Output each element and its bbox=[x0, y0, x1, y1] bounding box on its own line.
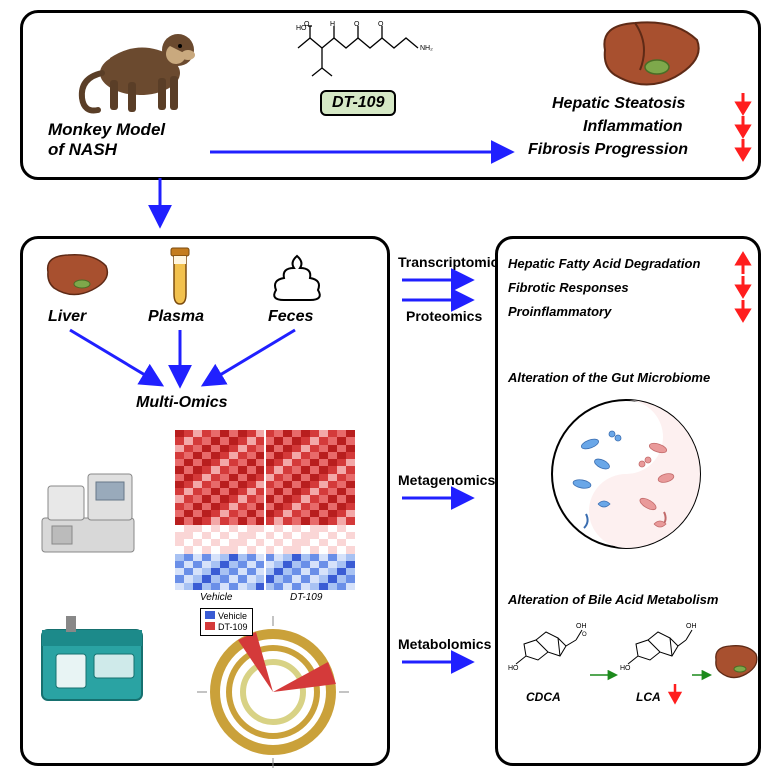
heatmap bbox=[175, 430, 355, 590]
tp-2: Proinflammatory bbox=[508, 304, 611, 319]
sample-feces-label: Feces bbox=[268, 308, 313, 326]
liver-large-icon bbox=[595, 15, 705, 90]
monkey-icon bbox=[70, 18, 210, 118]
outcome-2: Fibrosis Progression bbox=[528, 141, 688, 159]
bile-title: Alteration of Bile Acid Metabolism bbox=[508, 592, 718, 607]
sample-plasma-label: Plasma bbox=[148, 308, 204, 326]
metabolomics-label: Metabolomics bbox=[398, 636, 491, 652]
liver-tiny-icon bbox=[712, 642, 760, 682]
circos-legend-0: Vehicle bbox=[218, 611, 247, 621]
lca-structure-icon: HO OH bbox=[620, 618, 698, 684]
arrow-trans bbox=[402, 272, 482, 288]
top-flow-arrow bbox=[210, 140, 530, 164]
outcome-arrow-0 bbox=[735, 93, 751, 115]
svg-text:NH₂: NH₂ bbox=[420, 45, 433, 52]
svg-text:O: O bbox=[354, 21, 360, 28]
top-to-bottom-arrow bbox=[150, 178, 170, 236]
svg-text:O: O bbox=[582, 632, 587, 638]
svg-text:OH: OH bbox=[576, 623, 587, 630]
metagenomics-label: Metagenomics bbox=[398, 472, 495, 488]
outcome-1: Inflammation bbox=[583, 118, 683, 136]
tp-arrow-2 bbox=[735, 300, 751, 322]
monkey-model-label: Monkey Model of NASH bbox=[48, 120, 165, 161]
svg-text:HO: HO bbox=[508, 665, 519, 672]
lca-down-arrow bbox=[668, 684, 682, 704]
svg-text:O: O bbox=[378, 21, 384, 28]
tp-arrow-1 bbox=[735, 276, 751, 298]
svg-text:HO: HO bbox=[620, 665, 631, 672]
svg-text:H: H bbox=[330, 21, 335, 28]
circos-legend: Vehicle DT-109 bbox=[200, 608, 253, 636]
tp-arrow-0 bbox=[735, 252, 751, 274]
heatmap-xlab-1: DT-109 bbox=[290, 592, 322, 603]
green-arrow-1 bbox=[590, 668, 624, 682]
svg-text:OH: OH bbox=[686, 623, 697, 630]
instrument-1-icon bbox=[38, 468, 138, 558]
microbiome-yinyang-icon bbox=[546, 394, 706, 554]
circos-legend-1: DT-109 bbox=[218, 622, 248, 632]
cdca-structure-icon: HO OH O bbox=[506, 618, 590, 684]
chemical-structure-icon: HO O H O O NH₂ bbox=[278, 18, 458, 88]
outcome-0: Hepatic Steatosis bbox=[552, 95, 685, 113]
feces-icon bbox=[268, 252, 326, 304]
cdca-label: CDCA bbox=[526, 690, 561, 704]
arrow-metagen bbox=[402, 490, 482, 506]
multiomics-label: Multi-Omics bbox=[136, 394, 228, 412]
arrow-metabo bbox=[402, 654, 482, 670]
proteomics-label: Proteomics bbox=[406, 308, 482, 324]
microbiome-title: Alteration of the Gut Microbiome bbox=[508, 370, 710, 385]
tp-0: Hepatic Fatty Acid Degradation bbox=[508, 256, 700, 271]
converge-arrows bbox=[40, 326, 350, 396]
lca-label: LCA bbox=[636, 690, 661, 704]
arrow-prot bbox=[402, 292, 482, 308]
heatmap-xlab-0: Vehicle bbox=[200, 592, 232, 603]
test-tube-icon bbox=[165, 246, 195, 308]
outcome-arrow-2 bbox=[735, 139, 751, 161]
transcriptomics-label: Transcriptomics bbox=[398, 254, 506, 270]
drug-pill: DT-109 bbox=[320, 90, 396, 116]
instrument-2-icon bbox=[38, 610, 148, 710]
liver-small-icon bbox=[42, 250, 112, 300]
tp-1: Fibrotic Responses bbox=[508, 280, 629, 295]
svg-text:O: O bbox=[304, 21, 310, 28]
outcome-arrow-1 bbox=[735, 116, 751, 138]
sample-liver-label: Liver bbox=[48, 308, 86, 326]
